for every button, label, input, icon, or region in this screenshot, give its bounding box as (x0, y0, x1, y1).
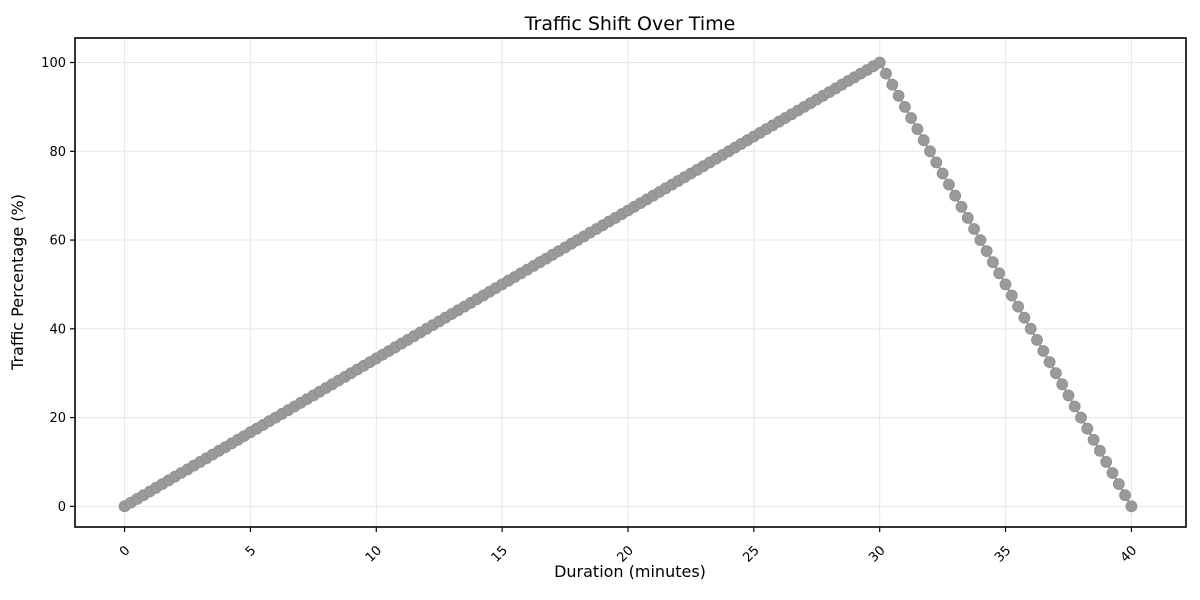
data-point (1075, 411, 1087, 424)
data-point (1068, 400, 1081, 413)
y-axis-label: Traffic Percentage (%) (8, 194, 27, 371)
y-tick-label: 100 (41, 56, 66, 71)
data-point (1018, 311, 1031, 324)
data-point (1005, 289, 1018, 302)
data-point (873, 56, 886, 69)
data-point (1062, 389, 1075, 402)
data-point (1087, 433, 1100, 446)
x-tick-label: 5 (243, 543, 259, 559)
y-tick-label: 40 (49, 322, 66, 337)
y-tick-label: 0 (58, 500, 66, 515)
x-tick-label: 40 (1118, 543, 1140, 565)
data-point (1043, 356, 1056, 369)
data-point (905, 112, 917, 124)
data-point (1024, 322, 1037, 335)
data-point (974, 234, 987, 247)
data-point (892, 89, 905, 102)
data-point (1012, 300, 1024, 313)
data-point (1106, 467, 1119, 479)
data-point (968, 223, 980, 235)
data-point (1081, 422, 1094, 435)
data-point (1119, 489, 1131, 502)
data-point (980, 245, 993, 258)
data-point (1100, 455, 1113, 468)
data-point (880, 67, 892, 80)
data-point (1031, 333, 1043, 346)
data-point (1037, 345, 1050, 357)
y-tick-label: 80 (49, 145, 66, 160)
data-point (949, 189, 962, 202)
data-point (911, 123, 924, 136)
data-point (987, 256, 999, 269)
data-point (1056, 378, 1069, 391)
data-point (924, 145, 936, 158)
data-point (961, 211, 974, 224)
data-point (999, 278, 1012, 291)
data-point (886, 78, 899, 91)
data-point (1112, 478, 1125, 491)
data-point (936, 167, 949, 180)
data-point (1050, 367, 1062, 380)
data-point (943, 178, 955, 191)
x-tick-label: 35 (992, 543, 1014, 565)
chart-title: Traffic Shift Over Time (524, 13, 736, 35)
y-tick-label: 60 (49, 234, 66, 249)
data-point (917, 134, 930, 147)
data-point (993, 267, 1006, 280)
x-axis-label: Duration (minutes) (554, 562, 706, 581)
x-tick-label: 0 (117, 543, 133, 559)
data-point (1125, 500, 1138, 513)
x-tick-label: 25 (740, 543, 762, 565)
data-point (930, 156, 943, 169)
data-point (899, 101, 911, 113)
x-tick-label: 15 (489, 543, 511, 565)
y-tick-label: 20 (49, 411, 66, 426)
plot-border (74, 37, 1187, 528)
data-point (955, 200, 968, 213)
x-tick-label: 30 (866, 543, 888, 565)
x-tick-label: 10 (363, 543, 385, 565)
data-point (1094, 444, 1106, 457)
